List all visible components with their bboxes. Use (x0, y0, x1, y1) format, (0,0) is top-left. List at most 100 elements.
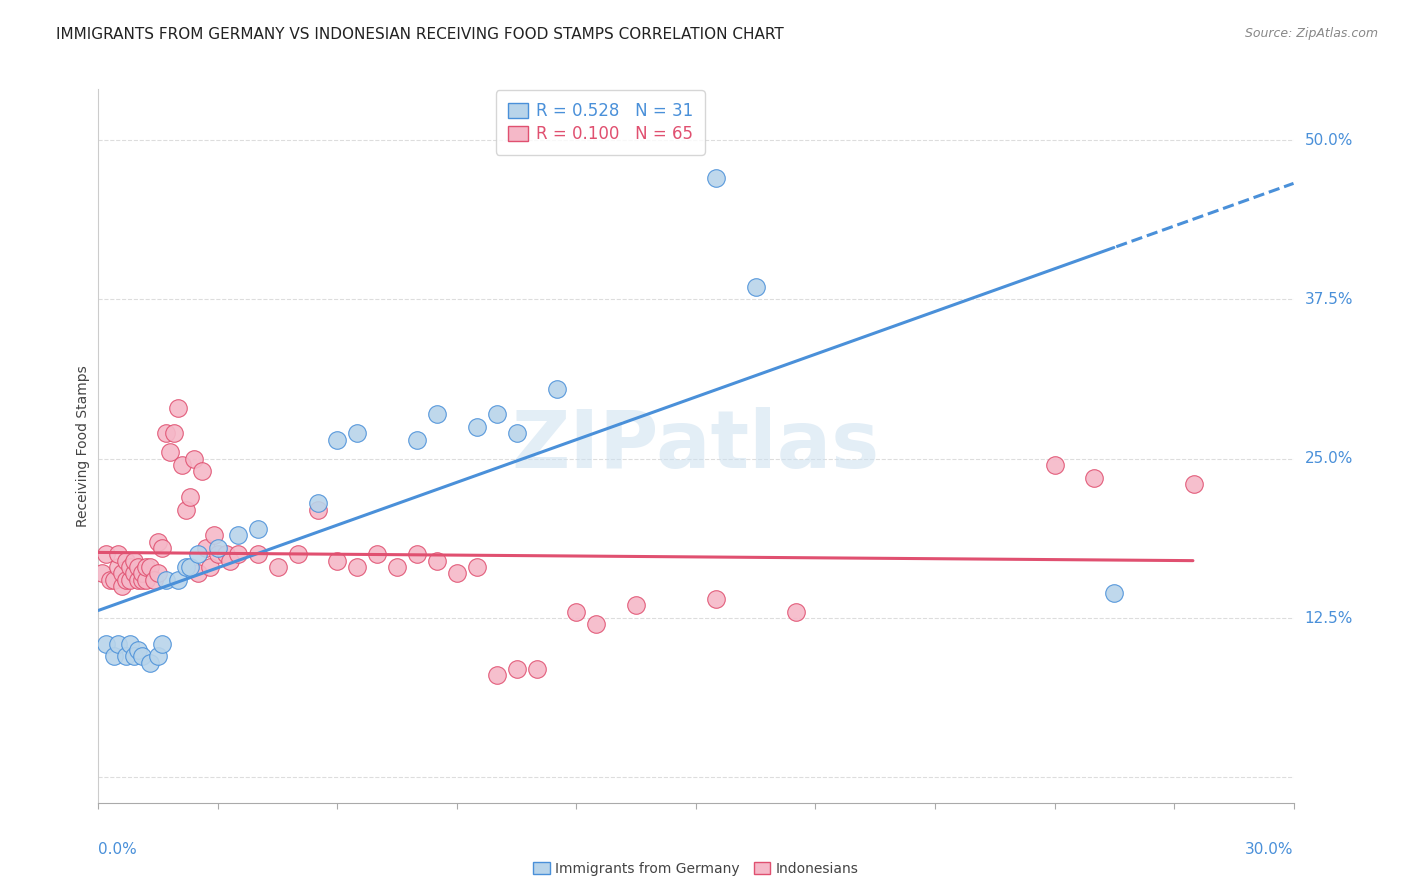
Point (426, 407, 449, 421)
Point (107, 547, 129, 561)
Y-axis label: Receiving Food Stamps: Receiving Food Stamps (76, 365, 90, 527)
Point (96, 636, 118, 650)
Point (745, 279, 768, 293)
Point (150, 636, 173, 650)
Point (98, 573, 122, 587)
Point (150, 541, 173, 555)
Point (246, 522, 269, 536)
Text: Source: ZipAtlas.com: Source: ZipAtlas.com (1244, 27, 1378, 40)
Point (226, 528, 249, 542)
Point (194, 541, 218, 555)
Point (506, 662, 529, 676)
Point (385, 560, 409, 574)
Point (267, 560, 290, 574)
Point (624, 599, 647, 613)
Point (127, 560, 149, 574)
Point (148, 649, 170, 664)
Point (1043, 458, 1066, 472)
Point (785, 605, 807, 619)
Point (124, 649, 146, 664)
Point (191, 465, 214, 479)
Legend: R = 0.528   N = 31, R = 0.100   N = 65: R = 0.528 N = 31, R = 0.100 N = 65 (496, 90, 704, 154)
Point (219, 554, 242, 568)
Point (96, 547, 118, 561)
Point (124, 566, 146, 581)
Point (139, 656, 162, 670)
Point (426, 554, 449, 568)
Point (465, 560, 488, 574)
Point (183, 451, 205, 466)
Point (143, 573, 166, 587)
Point (704, 591, 727, 606)
Point (179, 490, 201, 504)
Point (103, 573, 125, 587)
Point (485, 407, 508, 421)
Point (159, 445, 181, 459)
Point (179, 560, 201, 574)
Point (506, 426, 529, 441)
Point (107, 636, 129, 650)
Text: 37.5%: 37.5% (1305, 292, 1353, 307)
Point (107, 560, 129, 574)
Point (155, 573, 177, 587)
Point (226, 547, 249, 561)
Point (307, 502, 329, 516)
Point (111, 566, 134, 581)
Point (131, 573, 153, 587)
Point (167, 401, 190, 415)
Point (135, 560, 157, 574)
Point (111, 579, 134, 593)
Point (704, 171, 727, 186)
Point (326, 554, 349, 568)
Point (148, 534, 170, 549)
Point (207, 547, 229, 561)
Point (526, 662, 548, 676)
Point (446, 566, 468, 581)
Point (124, 554, 146, 568)
Point (485, 668, 508, 682)
Point (139, 560, 162, 574)
Point (115, 649, 138, 664)
Point (115, 554, 138, 568)
Text: 0.0%: 0.0% (98, 842, 138, 856)
Text: 30.0%: 30.0% (1246, 842, 1294, 856)
Point (198, 560, 221, 574)
Text: ZIPatlas: ZIPatlas (512, 407, 880, 485)
Text: 25.0%: 25.0% (1305, 451, 1353, 467)
Point (346, 426, 368, 441)
Text: 50.0%: 50.0% (1305, 133, 1353, 148)
Point (246, 547, 269, 561)
Point (207, 541, 229, 555)
Text: IMMIGRANTS FROM GERMANY VS INDONESIAN RECEIVING FOOD STAMPS CORRELATION CHART: IMMIGRANTS FROM GERMANY VS INDONESIAN RE… (56, 27, 785, 42)
Point (155, 426, 177, 441)
Point (131, 649, 153, 664)
Point (120, 560, 142, 574)
Point (174, 502, 197, 516)
Point (120, 573, 142, 587)
Point (167, 573, 190, 587)
Point (127, 573, 149, 587)
Point (103, 649, 125, 664)
Point (202, 528, 225, 542)
Point (326, 433, 349, 447)
Point (215, 547, 238, 561)
Point (565, 605, 588, 619)
Point (1083, 471, 1105, 485)
Point (120, 636, 142, 650)
Point (187, 566, 209, 581)
Point (465, 420, 488, 434)
Point (346, 560, 368, 574)
Point (406, 547, 429, 561)
Point (91, 566, 114, 581)
Point (172, 458, 194, 472)
Point (174, 560, 197, 574)
Point (406, 433, 429, 447)
Point (366, 547, 388, 561)
Text: 12.5%: 12.5% (1305, 610, 1353, 625)
Point (127, 643, 149, 657)
Point (148, 566, 170, 581)
Point (115, 573, 138, 587)
Point (307, 496, 329, 510)
Point (287, 547, 309, 561)
Point (1102, 585, 1125, 599)
